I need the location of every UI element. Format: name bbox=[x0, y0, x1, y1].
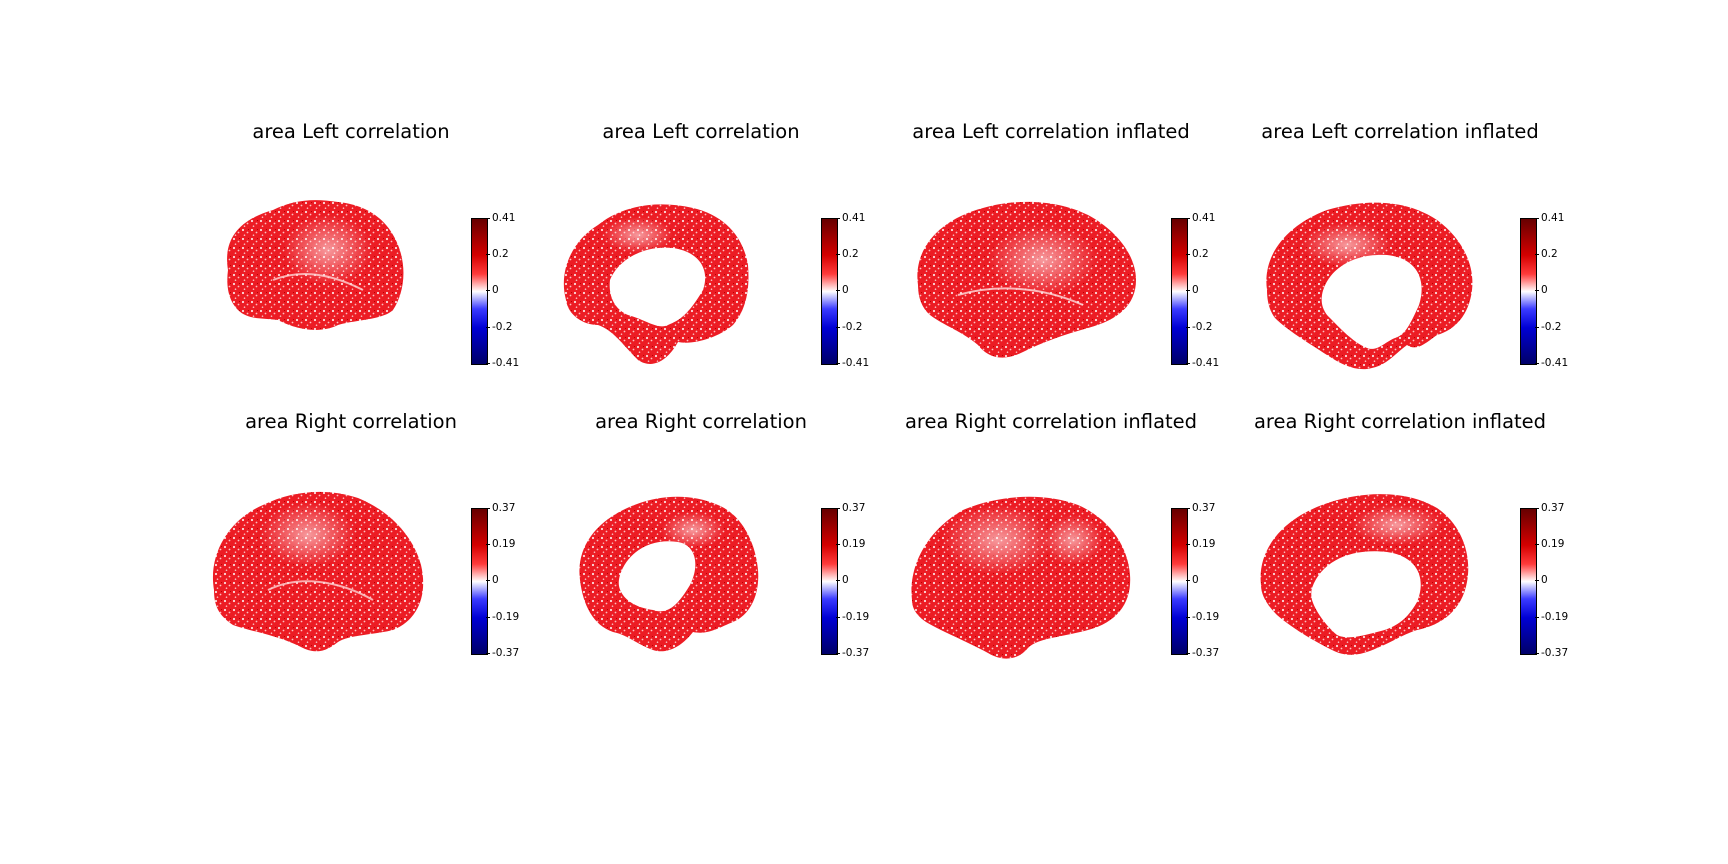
colorbar-tick: -0.19 bbox=[835, 611, 870, 623]
colorbar-tick: -0.19 bbox=[1185, 611, 1220, 623]
panel-left-medial: area Left correlation 0.41 0.2 0 -0.2 -0… bbox=[528, 120, 874, 390]
colorbar-tick: 0.19 bbox=[485, 538, 516, 550]
brain-surface-right-medial-inflated bbox=[1260, 494, 1469, 655]
colorbar-tick: 0 bbox=[1186, 284, 1199, 296]
colorbar-tick: 0.41 bbox=[835, 212, 866, 224]
brain-surface-right-lateral bbox=[212, 491, 424, 652]
panel-left-lateral: area Left correlation 0.41 0.2 0 -0.2 -0… bbox=[178, 120, 524, 390]
brain-surface-left-medial bbox=[563, 204, 749, 364]
colorbar-tick: -0.41 bbox=[835, 357, 870, 369]
colorbar-tick: -0.2 bbox=[836, 321, 863, 333]
colorbar-tick: 0.2 bbox=[1186, 248, 1209, 260]
colorbar-tick: -0.37 bbox=[485, 647, 520, 659]
colorbar-tick: 0.41 bbox=[485, 212, 516, 224]
colorbar bbox=[471, 508, 488, 655]
colorbar-tick: 0 bbox=[1186, 574, 1199, 586]
colorbar-tick: 0.2 bbox=[1535, 248, 1558, 260]
panel-right-medial-inflated: area Right correlation inflated 0.37 0.1… bbox=[1227, 410, 1573, 680]
colorbar bbox=[821, 218, 838, 365]
colorbar-tick: -0.19 bbox=[1534, 611, 1569, 623]
colorbar-tick: -0.41 bbox=[1534, 357, 1569, 369]
colorbar-tick: 0 bbox=[486, 284, 499, 296]
panel-title: area Right correlation bbox=[245, 410, 457, 433]
colorbar-tick: 0.37 bbox=[1185, 502, 1216, 514]
colorbar-tick: 0.19 bbox=[1185, 538, 1216, 550]
colorbar-tick: -0.2 bbox=[486, 321, 513, 333]
colorbar bbox=[1171, 218, 1188, 365]
colorbar-tick: 0.37 bbox=[1534, 502, 1565, 514]
brain-surface-left-lateral-inflated bbox=[917, 201, 1136, 358]
brain-surface-right-lateral-inflated bbox=[911, 496, 1131, 659]
colorbar-tick: 0.19 bbox=[835, 538, 866, 550]
panel-title: area Left correlation inflated bbox=[1261, 120, 1539, 143]
panel-right-medial: area Right correlation 0.37 0.19 0 -0.19… bbox=[528, 410, 874, 680]
colorbar-tick: 0.2 bbox=[836, 248, 859, 260]
panel-title: area Right correlation inflated bbox=[1253, 410, 1547, 433]
colorbar bbox=[471, 218, 488, 365]
panel-left-lateral-inflated: area Left correlation inflated 0.41 0.2 … bbox=[878, 120, 1224, 390]
colorbar-tick: -0.41 bbox=[485, 357, 520, 369]
colorbar-tick: 0 bbox=[1535, 284, 1548, 296]
colorbar-tick: -0.37 bbox=[1185, 647, 1220, 659]
colorbar-tick: 0 bbox=[836, 574, 849, 586]
colorbar-tick: -0.37 bbox=[1534, 647, 1569, 659]
brain-surface-right-medial bbox=[579, 496, 759, 652]
colorbar-tick: -0.19 bbox=[485, 611, 520, 623]
panel-title: area Right correlation inflated bbox=[904, 410, 1198, 433]
colorbar-tick: 0.41 bbox=[1534, 212, 1565, 224]
colorbar-tick: 0 bbox=[836, 284, 849, 296]
brain-surface-left-lateral bbox=[227, 200, 404, 330]
panel-right-lateral-inflated: area Right correlation inflated 0.37 0.1… bbox=[878, 410, 1224, 680]
colorbar-tick: 0.2 bbox=[486, 248, 509, 260]
colorbar bbox=[1520, 218, 1537, 365]
colorbar-tick: -0.41 bbox=[1185, 357, 1220, 369]
colorbar-tick: 0.19 bbox=[1534, 538, 1565, 550]
panel-title: area Left correlation inflated bbox=[912, 120, 1190, 143]
colorbar bbox=[1520, 508, 1537, 655]
colorbar-tick: 0.41 bbox=[1185, 212, 1216, 224]
colorbar-tick: -0.2 bbox=[1186, 321, 1213, 333]
colorbar-tick: 0.37 bbox=[835, 502, 866, 514]
colorbar-tick: -0.37 bbox=[835, 647, 870, 659]
colorbar bbox=[821, 508, 838, 655]
colorbar-tick: 0 bbox=[486, 574, 499, 586]
panel-left-medial-inflated: area Left correlation inflated 0.41 0.2 … bbox=[1227, 120, 1573, 390]
brain-surface-left-medial-inflated bbox=[1266, 202, 1473, 370]
colorbar-tick: -0.2 bbox=[1535, 321, 1562, 333]
colorbar bbox=[1171, 508, 1188, 655]
colorbar-tick: 0.37 bbox=[485, 502, 516, 514]
panel-right-lateral: area Right correlation 0.37 0.19 0 -0.19… bbox=[178, 410, 524, 680]
colorbar-tick: 0 bbox=[1535, 574, 1548, 586]
panel-title: area Right correlation bbox=[595, 410, 807, 433]
panel-title: area Left correlation bbox=[252, 120, 450, 143]
panel-title: area Left correlation bbox=[602, 120, 800, 143]
